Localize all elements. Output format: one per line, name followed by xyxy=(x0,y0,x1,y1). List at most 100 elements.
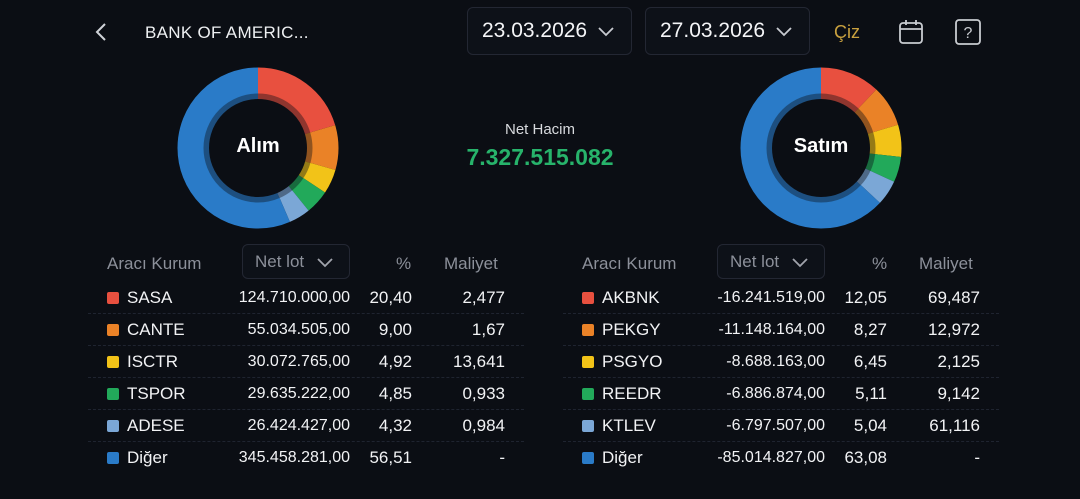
cost: 69,487 xyxy=(928,288,980,307)
buy-metric-value: Net lot xyxy=(255,251,305,271)
color-swatch xyxy=(582,356,594,368)
buy-pct-header: % xyxy=(396,254,412,273)
percent: 4,92 xyxy=(378,352,412,371)
row-divider xyxy=(563,441,999,442)
row-divider xyxy=(88,441,524,442)
net-lot: -6.797.507,00 xyxy=(726,417,825,434)
cost: 0,933 xyxy=(462,384,505,403)
net-lot: -16.241.519,00 xyxy=(717,289,825,306)
color-swatch xyxy=(107,292,119,304)
cost: 12,972 xyxy=(928,320,980,339)
buy-table-row[interactable]: ISCTR 30.072.765,00 4,92 13,641 xyxy=(88,346,524,378)
sell-table-row[interactable]: KTLEV -6.797.507,00 5,04 61,116 xyxy=(563,410,999,442)
percent: 4,85 xyxy=(378,384,412,403)
color-swatch xyxy=(107,420,119,432)
stock-name: SASA xyxy=(127,288,173,307)
sell-table-row[interactable]: PSGYO -8.688.163,00 6,45 2,125 xyxy=(563,346,999,378)
percent: 8,27 xyxy=(853,320,887,339)
net-lot: 26.424.427,00 xyxy=(247,417,350,434)
buy-broker-header: Aracı Kurum xyxy=(107,254,202,273)
page-title: BANK OF AMERIC... xyxy=(145,23,309,42)
color-swatch xyxy=(582,452,594,464)
buy-donut-label: Alım xyxy=(236,135,280,157)
buy-table-row[interactable]: Diğer 345.458.281,00 56,51 - xyxy=(88,442,524,474)
help-icon[interactable]: ? xyxy=(954,18,982,46)
cost: 0,984 xyxy=(462,416,505,435)
percent: 12,05 xyxy=(844,288,887,307)
donut-slice-diğer-inner xyxy=(766,93,876,203)
percent: 9,00 xyxy=(378,320,412,339)
net-lot: 55.034.505,00 xyxy=(247,321,350,338)
color-swatch xyxy=(107,452,119,464)
color-swatch xyxy=(582,292,594,304)
stock-name: PSGYO xyxy=(602,352,663,371)
buy-table-row[interactable]: CANTE 55.034.505,00 9,00 1,67 xyxy=(88,314,524,346)
sell-donut-label: Satım xyxy=(793,135,849,157)
calendar-icon[interactable] xyxy=(897,18,925,46)
sell-broker-header: Aracı Kurum xyxy=(582,254,677,273)
sell-table-row[interactable]: PEKGY -11.148.164,00 8,27 12,972 xyxy=(563,314,999,346)
color-swatch xyxy=(582,420,594,432)
buy-table-row[interactable]: TSPOR 29.635.222,00 4,85 0,933 xyxy=(88,378,524,410)
color-swatch xyxy=(582,324,594,336)
buy-cost-header: Maliyet xyxy=(444,254,498,273)
net-lot: -85.014.827,00 xyxy=(717,449,825,466)
percent: 6,45 xyxy=(853,352,887,371)
cost: 2,125 xyxy=(937,352,980,371)
donut-slice-diğer xyxy=(740,67,902,229)
percent: 5,04 xyxy=(853,416,887,435)
back-chevron-icon[interactable] xyxy=(92,20,112,44)
sell-table-row[interactable]: REEDR -6.886.874,00 5,11 9,142 xyxy=(563,378,999,410)
cost: 61,116 xyxy=(929,416,980,435)
cost: - xyxy=(499,448,505,467)
draw-button[interactable]: Çiz xyxy=(834,22,860,42)
net-lot: 29.635.222,00 xyxy=(247,385,350,402)
donut-slice-cante-inner xyxy=(203,93,313,203)
row-divider xyxy=(88,409,524,410)
stock-name: TSPOR xyxy=(127,384,186,403)
percent: 4,32 xyxy=(378,416,412,435)
buy-table-row[interactable]: SASA 124.710.000,00 20,40 2,477 xyxy=(88,282,524,314)
color-swatch xyxy=(107,388,119,400)
sell-table-row[interactable]: AKBNK -16.241.519,00 12,05 69,487 xyxy=(563,282,999,314)
color-swatch xyxy=(107,356,119,368)
sell-cost-header: Maliyet xyxy=(919,254,973,273)
net-lot: -11.148.164,00 xyxy=(718,321,825,338)
sell-table-row[interactable]: Diğer -85.014.827,00 63,08 - xyxy=(563,442,999,474)
stock-name: PEKGY xyxy=(602,320,661,339)
stock-name: CANTE xyxy=(127,320,185,339)
cost: 13,641 xyxy=(453,352,505,371)
row-divider xyxy=(563,345,999,346)
end-date-select[interactable]: 27.03.2026 xyxy=(645,7,810,55)
row-divider xyxy=(88,313,524,314)
chevron-down-icon xyxy=(598,27,614,37)
percent: 20,40 xyxy=(369,288,412,307)
chevron-down-icon xyxy=(792,257,808,267)
percent: 5,11 xyxy=(855,384,887,403)
start-date-select[interactable]: 23.03.2026 xyxy=(467,7,632,55)
net-lot: 345.458.281,00 xyxy=(238,449,350,466)
chevron-down-icon xyxy=(317,257,333,267)
net-volume-value: 7.327.515.082 xyxy=(466,144,614,170)
buy-donut-chart xyxy=(177,67,339,229)
sell-metric-dropdown[interactable]: Net lot xyxy=(717,244,825,279)
donut-slice-psgyo xyxy=(740,67,902,229)
donut-slice-diğer xyxy=(177,67,339,229)
sell-pct-header: % xyxy=(872,254,888,273)
percent: 63,08 xyxy=(844,448,887,467)
buy-table-row[interactable]: ADESE 26.424.427,00 4,32 0,984 xyxy=(88,410,524,442)
stock-name: REEDR xyxy=(602,384,662,403)
color-swatch xyxy=(582,388,594,400)
svg-text:?: ? xyxy=(964,25,973,42)
donut-slice-diğer-inner xyxy=(203,93,313,203)
cost: - xyxy=(974,448,980,467)
cost: 1,67 xyxy=(471,320,505,339)
stock-name: ISCTR xyxy=(127,352,178,371)
buy-metric-dropdown[interactable]: Net lot xyxy=(242,244,350,279)
stock-name: Diğer xyxy=(602,448,643,467)
end-date-value: 27.03.2026 xyxy=(660,19,766,42)
start-date-value: 23.03.2026 xyxy=(482,19,588,42)
net-lot: 124.710.000,00 xyxy=(238,289,350,306)
net-volume-label: Net Hacim xyxy=(504,121,575,138)
net-lot: -6.886.874,00 xyxy=(726,385,825,402)
